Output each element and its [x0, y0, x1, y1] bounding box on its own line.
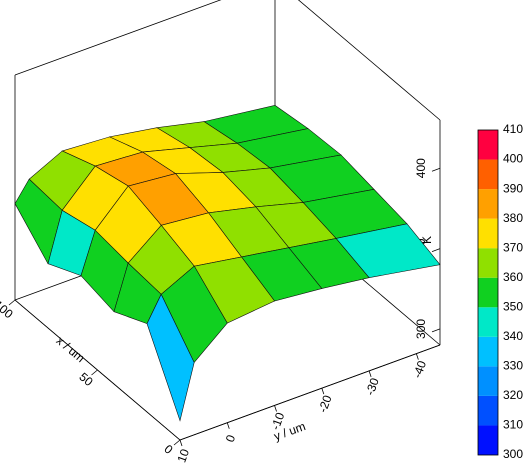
x-tick — [8, 299, 16, 306]
colorbar-label: 370 — [503, 240, 523, 254]
x-tick — [173, 439, 181, 446]
box-edge — [297, 0, 441, 121]
colorbar-label: 390 — [503, 181, 523, 195]
x-tick — [91, 369, 98, 376]
colorbar-label: 340 — [503, 329, 523, 343]
colorbar-swatch — [478, 425, 498, 455]
colorbar-swatch — [478, 366, 498, 396]
y-tick-label: 0 — [223, 433, 239, 444]
colorbar-swatch — [478, 277, 498, 308]
y-tick-label: -40 — [410, 359, 429, 380]
colorbar-swatch — [478, 248, 498, 278]
colorbar-swatch — [478, 307, 498, 337]
colorbar-swatch — [478, 218, 498, 249]
colorbar-swatch — [478, 336, 498, 367]
z-tick-label: 300 — [414, 319, 428, 339]
colorbar-label: 410 — [503, 122, 523, 136]
y-tick — [226, 422, 230, 429]
box-edge — [179, 344, 441, 441]
colorbar-swatch — [478, 130, 498, 160]
colorbar-label: 380 — [503, 211, 523, 225]
colorbar-swatch — [478, 395, 498, 426]
y-tick-label: 10 — [174, 447, 192, 463]
y-tick — [321, 388, 325, 395]
y-tick — [415, 353, 419, 360]
x-tick-label: 50 — [76, 370, 95, 390]
y-tick — [368, 370, 372, 378]
colorbar-swatch — [478, 159, 498, 190]
x-tick-label: 0 — [161, 442, 175, 457]
colorbar-label: 350 — [503, 299, 523, 313]
y-tick-label: -10 — [268, 410, 287, 431]
y-tick — [179, 439, 183, 447]
y-tick-label: -30 — [363, 376, 382, 397]
box-edge — [14, 0, 222, 76]
colorbar-frame — [477, 129, 499, 456]
z-tick — [431, 328, 441, 333]
y-tick-label: -20 — [315, 393, 334, 414]
z-tick — [431, 167, 441, 172]
box-edge — [14, 299, 181, 441]
z-tick — [431, 248, 441, 252]
y-tick — [274, 405, 277, 412]
colorbar-label: 300 — [503, 447, 523, 461]
z-tick-label: 400 — [414, 158, 428, 178]
surface-patch — [146, 293, 195, 422]
colorbar-swatch — [478, 189, 498, 219]
x-axis-label: x / um — [54, 334, 88, 366]
colorbar-label: 360 — [503, 270, 523, 284]
colorbar-label: 310 — [503, 418, 523, 432]
colorbar-label: 330 — [503, 359, 523, 373]
z-axis-label: K — [420, 236, 434, 244]
colorbar-label: 400 — [503, 152, 523, 166]
colorbar-label: 320 — [503, 388, 523, 402]
